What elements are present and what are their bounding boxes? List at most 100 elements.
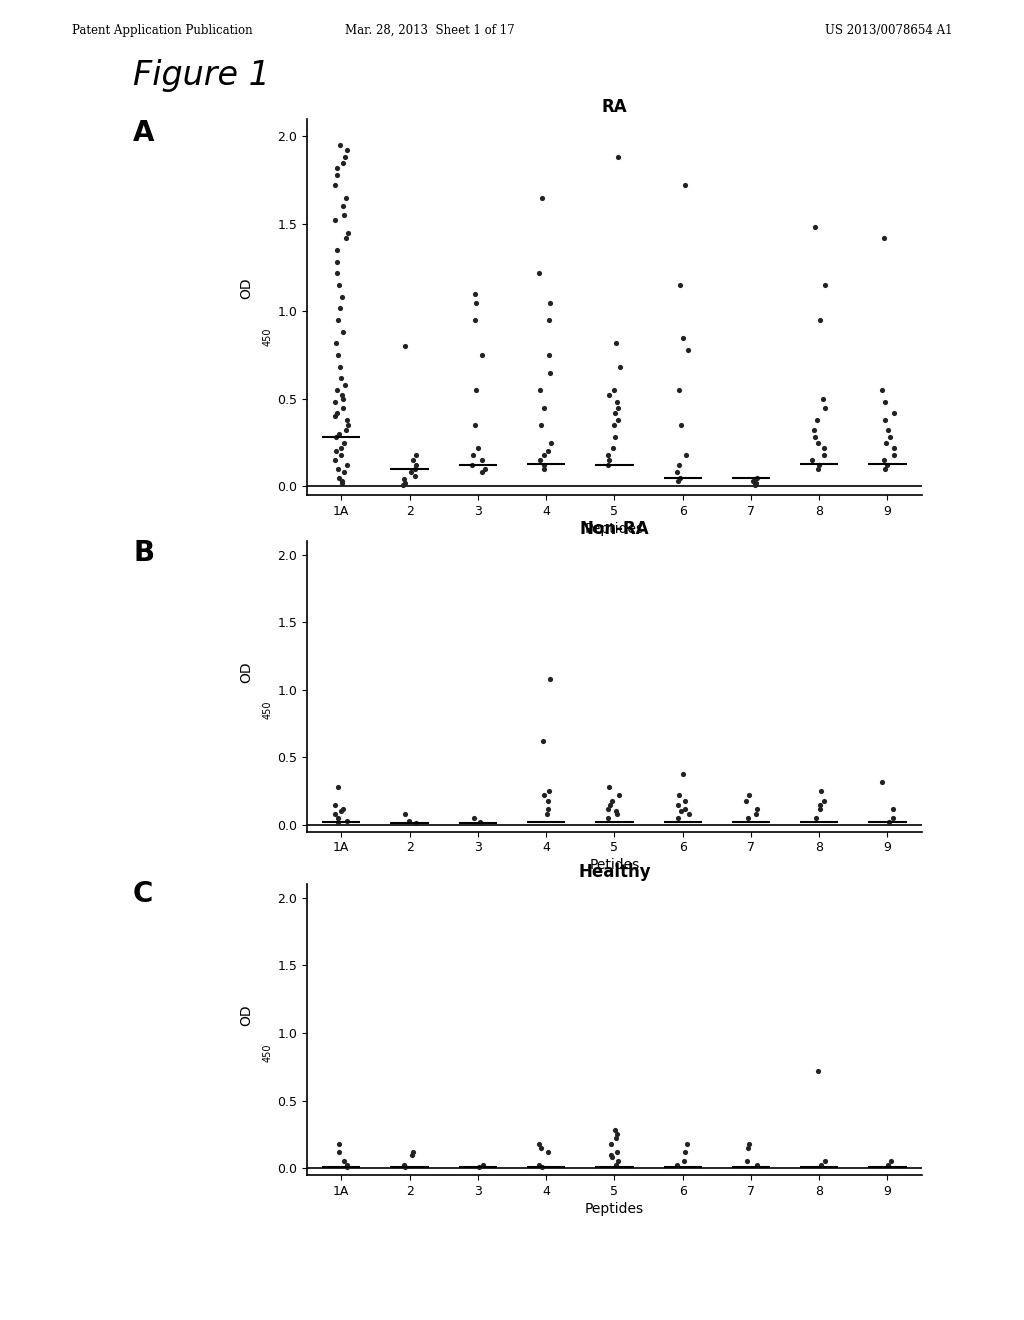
Point [744,470,761,491]
Point [609,397,626,418]
Point [532,379,549,400]
Point [395,1155,412,1176]
Point [878,432,894,453]
Point [464,454,480,475]
Point [677,799,693,820]
Point [604,1147,621,1168]
Point [810,432,826,453]
Point [471,1156,487,1177]
Point [396,1156,413,1177]
Point [334,384,350,405]
Point [336,462,352,483]
Point [333,437,349,458]
Point [328,441,344,462]
Point [673,414,689,436]
Point [331,424,347,445]
Point [402,462,419,483]
Point [395,474,412,495]
Point [330,808,346,829]
Point [531,1133,548,1154]
Text: Mar. 28, 2013  Sheet 1 of 17: Mar. 28, 2013 Sheet 1 of 17 [345,24,515,37]
Point [406,1142,422,1163]
Point [609,1151,626,1172]
Text: OD: OD [239,277,253,298]
Point [339,454,355,475]
Point [886,445,902,466]
Point [816,275,833,296]
Point [335,322,351,343]
Point [534,1156,550,1177]
Point [335,388,351,409]
Point [811,799,827,820]
Point [468,292,484,313]
Point [408,813,424,834]
Point [680,339,696,360]
Point [406,449,422,470]
Point [531,263,548,284]
Point [815,437,831,458]
Point [327,210,343,231]
Point [607,1119,624,1140]
Point [408,445,424,466]
Point [338,1156,354,1177]
Point [329,164,345,185]
Point [336,432,352,453]
Point [335,195,351,216]
Point [329,239,345,260]
Point [542,668,558,689]
Point [669,1155,685,1176]
Point [601,384,617,405]
Point [532,414,549,436]
Point [397,473,414,494]
X-axis label: Peptides: Peptides [585,1201,644,1216]
Point [679,1133,695,1154]
Point [401,810,418,832]
Point [397,335,414,356]
Point [465,445,481,466]
Point [536,445,552,466]
Title: Healthy: Healthy [579,863,650,882]
Point [885,808,901,829]
Text: US 2013/0078654 A1: US 2013/0078654 A1 [824,24,952,37]
Point [333,445,349,466]
Point [327,174,343,195]
Point [334,286,350,308]
X-axis label: Peptides: Peptides [585,521,644,536]
Point [807,216,823,238]
Point [607,801,624,822]
Point [608,1155,625,1176]
Point [540,441,556,462]
Point [339,810,355,832]
Point [746,469,763,490]
Point [336,1151,352,1172]
Point [815,388,831,409]
Point [600,454,616,475]
Point [611,356,628,378]
Point [407,458,423,479]
Text: B: B [133,539,155,566]
Point [741,1133,758,1154]
Point [601,449,617,470]
Point [474,449,490,470]
Point [748,473,764,494]
Point [739,1151,756,1172]
Point [332,356,348,378]
Point [675,327,691,348]
Point [608,333,625,354]
Point [609,147,626,168]
Point [331,309,347,330]
Point [327,795,343,816]
Text: Figure 1: Figure 1 [133,59,270,92]
Point [330,812,346,833]
Point [609,1123,626,1144]
Point [680,804,696,825]
Point [606,426,623,447]
Point [467,414,483,436]
Point [540,789,556,810]
Point [328,405,344,426]
Point [337,374,353,395]
Point [606,379,623,400]
Point [340,414,356,436]
Point [816,397,833,418]
Point [396,804,413,825]
